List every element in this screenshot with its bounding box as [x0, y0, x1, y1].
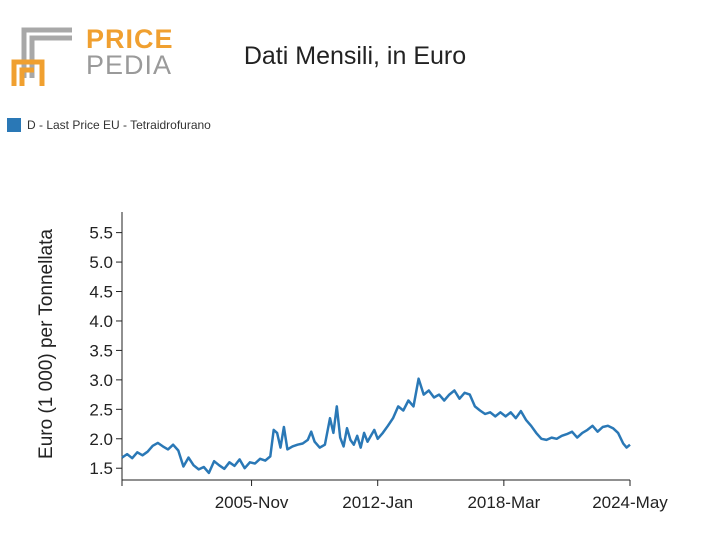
y-tick-label: 1.5 — [89, 459, 113, 478]
legend-swatch — [7, 118, 21, 132]
y-tick-label: 4.0 — [89, 312, 113, 331]
y-tick-label: 2.5 — [89, 400, 113, 419]
chart-legend: D - Last Price EU - Tetraidrofurano — [7, 118, 211, 132]
y-tick-label: 2.0 — [89, 430, 113, 449]
series-line — [121, 377, 631, 475]
chart-title-text: Dati Mensili, in Euro — [243, 42, 467, 70]
x-tick-label: 2012-Jan — [342, 493, 413, 512]
y-axis-title: Euro (1 000) per Tonnellata — [36, 229, 57, 459]
x-tick-label: 2005-Nov — [215, 493, 289, 512]
logo-text-pedia: PEDIA — [86, 50, 173, 80]
logo-text-price: PRICE — [86, 24, 174, 54]
y-tick-label: 3.5 — [89, 341, 113, 360]
legend-label: D - Last Price EU - Tetraidrofurano — [27, 118, 211, 132]
pricepedia-logo: PRICE PEDIA — [8, 22, 173, 94]
chart-title: Dati Mensili, in Euro — [0, 42, 712, 71]
y-tick-label: 3.0 — [89, 371, 113, 390]
x-tick-label: 2018-Mar — [467, 493, 540, 512]
logo-mark-icon — [11, 27, 72, 86]
chart-axes: 1.5 2.0 2.5 3.0 3.5 4.0 4.5 5.0 5.5 2005-Nov 2012-… — [36, 212, 668, 512]
y-tick-label: 5.5 — [89, 224, 113, 243]
x-tick-label: 2024-May — [592, 493, 668, 512]
y-tick-label: 4.5 — [89, 283, 113, 302]
y-tick-label: 5.0 — [89, 253, 113, 272]
chart-plot-area — [121, 377, 631, 475]
